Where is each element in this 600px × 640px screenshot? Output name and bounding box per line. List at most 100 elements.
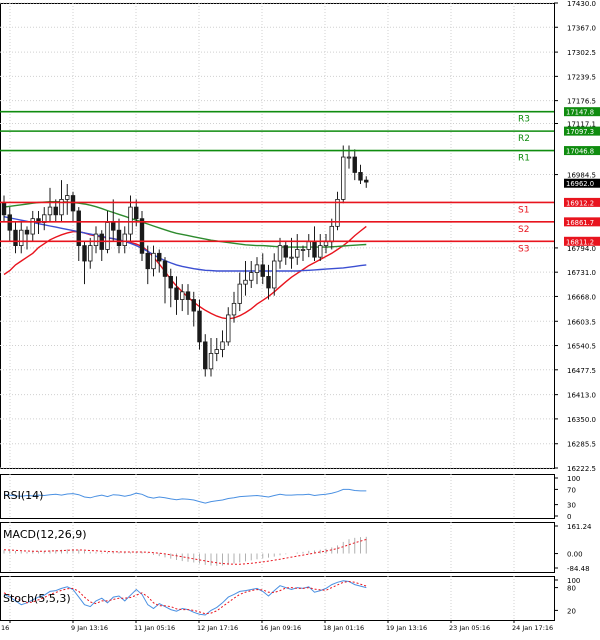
x-tick-label: 16 xyxy=(1,624,9,632)
candle xyxy=(220,330,225,358)
candle-body xyxy=(283,245,288,258)
candle xyxy=(47,187,53,223)
candle-body xyxy=(277,245,283,262)
candle-body xyxy=(272,260,277,289)
candle xyxy=(139,210,145,262)
candle xyxy=(157,249,162,273)
x-tick-label: 16 Jan 09:16 xyxy=(260,624,301,632)
stoch-panel-frame xyxy=(0,576,555,621)
level-name-s3: S3 xyxy=(518,244,529,254)
moving-average-line xyxy=(3,216,367,272)
price-y-tick-label: 17367.0 xyxy=(567,24,596,32)
candle-body xyxy=(289,256,294,259)
candle-body xyxy=(59,198,64,216)
candle-body xyxy=(139,218,145,254)
candle xyxy=(300,245,306,262)
level-price-label: 17046.8 xyxy=(566,148,594,156)
level-price-label: 16912.2 xyxy=(566,199,594,207)
candle xyxy=(88,237,93,269)
rsi-y-tick-label: 0 xyxy=(567,513,571,521)
candle-body xyxy=(128,206,133,235)
price-y-tick-label: 16984.5 xyxy=(567,172,596,180)
candle-body xyxy=(237,283,242,304)
candle xyxy=(145,245,150,285)
candle-body xyxy=(88,245,93,262)
candle-body xyxy=(364,179,369,183)
candle xyxy=(260,253,265,285)
candle-body xyxy=(323,241,329,247)
candle xyxy=(203,334,208,377)
candle-body xyxy=(231,302,237,316)
candle xyxy=(277,237,283,269)
candle xyxy=(208,338,214,377)
level-price-tag xyxy=(564,126,600,136)
candle xyxy=(352,149,357,181)
macd-y-tick-label: 161.24 xyxy=(567,523,592,531)
candle-body xyxy=(19,229,24,247)
candle-body xyxy=(306,241,311,250)
level-price-label: 16861.7 xyxy=(566,219,594,227)
rsi-y-tick-label: 70 xyxy=(567,486,576,494)
x-tick-label: 18 Jan 01:16 xyxy=(323,624,364,632)
level-name-s1: S1 xyxy=(518,205,529,215)
candle xyxy=(59,180,64,223)
candle-body xyxy=(162,260,168,277)
price-y-tick-label: 16285.5 xyxy=(567,441,596,449)
price-y-tick-label: 17302.5 xyxy=(567,49,596,57)
candle-body xyxy=(318,245,323,258)
level-name-r1: R1 xyxy=(518,154,530,164)
x-tick-label: 9 Jan 13:16 xyxy=(71,624,108,632)
candle-body xyxy=(197,310,202,343)
candle-body xyxy=(93,233,99,247)
candle-body xyxy=(47,206,53,216)
x-tick-label: 11 Jan 05:16 xyxy=(134,624,175,632)
price-y-tick-label: 16731.0 xyxy=(567,269,596,277)
price-grid xyxy=(0,2,554,620)
candle xyxy=(168,268,173,308)
price-y-tick-label: 16668.0 xyxy=(567,293,596,301)
price-y-axis: 17430.0 17367.0 17302.5 17239.5 17176.5 17117… xyxy=(554,0,596,473)
stoch-signal-line xyxy=(3,580,367,615)
candle-body xyxy=(180,291,185,300)
candle xyxy=(266,264,271,300)
candle xyxy=(243,261,248,296)
candle xyxy=(191,291,196,327)
candle-body xyxy=(312,241,317,258)
price-y-tick-label: 17430.0 xyxy=(567,0,596,8)
candle xyxy=(53,199,58,223)
candle-body xyxy=(243,279,248,285)
candle-body xyxy=(191,299,196,312)
candle-body xyxy=(254,264,260,273)
candle-body xyxy=(260,264,265,277)
candle xyxy=(237,272,242,312)
candle-body xyxy=(151,252,156,270)
candle-body xyxy=(53,206,58,216)
level-price-tag xyxy=(564,217,600,227)
level-name-s2: S2 xyxy=(518,225,529,235)
rsi-y-tick-label: 30 xyxy=(567,502,576,510)
candle-body xyxy=(295,249,300,258)
candle-body xyxy=(358,172,363,181)
stoch-title: Stoch(5,5,3) xyxy=(3,592,71,605)
price-y-tick-label: 16540.5 xyxy=(567,343,596,351)
candle xyxy=(116,218,122,254)
x-tick-label: 19 Jan 13:16 xyxy=(386,624,427,632)
candle xyxy=(249,261,254,288)
x-tick-label: 24 Jan 17:16 xyxy=(512,624,553,632)
stoch-main-line xyxy=(3,580,367,616)
price-y-tick-label: 16222.5 xyxy=(567,465,596,473)
rsi-y-tick-label: 100 xyxy=(567,475,580,483)
candle xyxy=(197,299,202,350)
candle-body xyxy=(352,156,357,173)
stoch-y-tick-label: 20 xyxy=(567,607,576,615)
candle-body xyxy=(122,233,127,247)
candle xyxy=(1,195,7,223)
candle xyxy=(162,257,168,304)
rsi-title: RSI(14) xyxy=(3,489,43,502)
x-tick-label: 23 Jan 05:16 xyxy=(449,624,490,632)
candle-body xyxy=(116,229,122,247)
candle xyxy=(19,222,24,254)
macd-title: MACD(12,26,9) xyxy=(3,528,87,541)
candle-body xyxy=(346,156,352,159)
